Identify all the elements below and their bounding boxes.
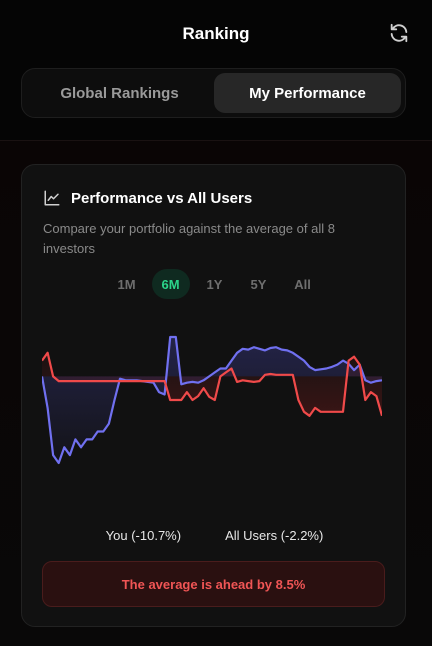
legend-you: You (-10.7%): [105, 528, 182, 543]
card-description: Compare your portfolio against the avera…: [43, 221, 335, 256]
card-header: Performance vs All Users: [43, 189, 252, 207]
series-area-you: [42, 337, 382, 463]
series-area-all-users: [42, 352, 382, 416]
range-selector: 1M 6M 1Y 5Y All: [22, 269, 407, 299]
comparison-banner: The average is ahead by 8.5%: [42, 561, 385, 607]
tab-global-rankings[interactable]: Global Rankings: [60, 84, 179, 102]
legend-all-users: All Users (-2.2%): [225, 528, 324, 543]
range-5y[interactable]: 5Y: [250, 276, 267, 292]
range-6m[interactable]: 6M: [151, 269, 190, 299]
chart-legend: You (-10.7%) All Users (-2.2%): [22, 528, 407, 543]
range-1y[interactable]: 1Y: [206, 276, 223, 292]
performance-card: Performance vs All Users Compare your po…: [21, 164, 406, 627]
range-1m[interactable]: 1M: [117, 276, 136, 292]
page-title: Ranking: [182, 24, 250, 43]
performance-chart: [42, 335, 382, 465]
card-title: Performance vs All Users: [71, 189, 253, 207]
series-line-all-users: [42, 351, 382, 417]
segmented-control: Global Rankings My Performance: [21, 68, 406, 118]
line-chart-icon: [44, 190, 60, 206]
tab-my-performance[interactable]: My Performance: [214, 73, 401, 113]
series-line-you: [42, 335, 382, 465]
header: Ranking: [0, 0, 432, 68]
range-all[interactable]: All: [294, 276, 311, 292]
refresh-icon[interactable]: [388, 22, 410, 44]
